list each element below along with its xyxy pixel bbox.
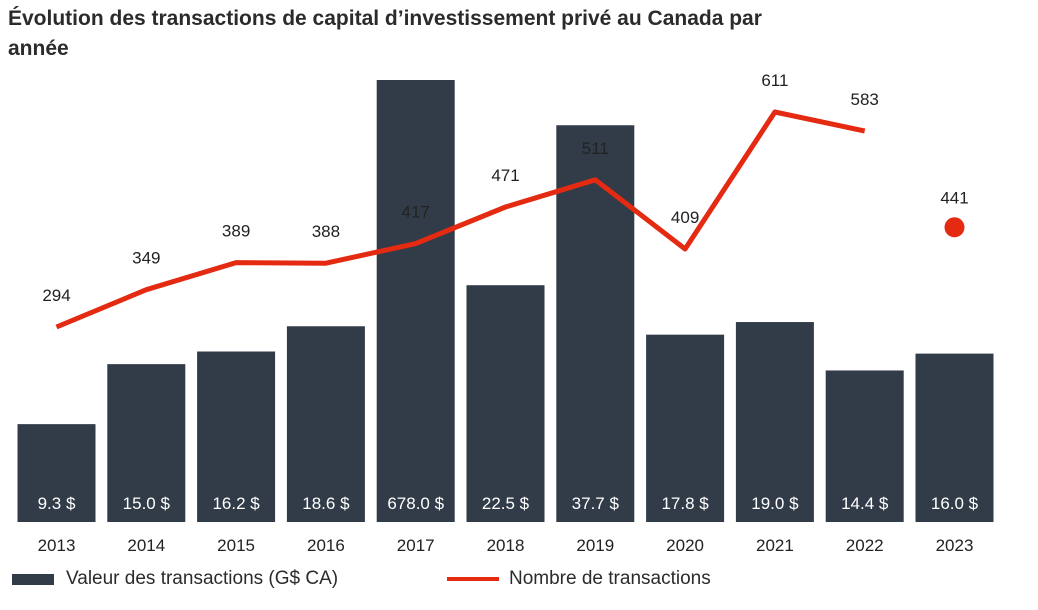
line-value-label-2018: 471 — [491, 166, 519, 185]
x-tick-2018: 2018 — [487, 536, 525, 555]
x-tick-2016: 2016 — [307, 536, 345, 555]
chart-title: Évolution des transactions de capital d’… — [8, 7, 762, 60]
bar-value-label-2013: 9.3 $ — [38, 494, 76, 513]
line-value-label-2017: 417 — [402, 203, 430, 222]
bar-2013 — [17, 424, 96, 522]
legend-item-bars: Valeur des transactions (G$ CA) — [12, 568, 338, 590]
x-tick-2014: 2014 — [127, 536, 165, 555]
bar-value-label-2015: 16.2 $ — [212, 494, 260, 513]
line-value-label-2015: 389 — [222, 222, 250, 241]
line-value-label-2022: 583 — [851, 90, 879, 109]
bar-value-label-2023: 16.0 $ — [931, 494, 979, 513]
bar-2017 — [376, 80, 455, 522]
x-tick-2019: 2019 — [576, 536, 614, 555]
legend-label-line: Nombre de transactions — [509, 568, 711, 589]
bar-2023 — [915, 353, 994, 522]
bars-layer: 9.3 $ 15.0 $ 16.2 $ 18.6 $ 678.0 $ 22.5 $ 37.7… — [17, 80, 994, 522]
bar-2020 — [646, 334, 725, 522]
line-layer: 294 349 389 388 417 471 511 409 611 583 441 — [42, 71, 969, 330]
line-series — [55, 109, 866, 330]
line-value-label-2014: 349 — [132, 249, 160, 268]
line-value-label-2020: 409 — [671, 208, 699, 227]
bar-2016 — [286, 326, 365, 522]
line-value-label-2019: 511 — [582, 139, 609, 158]
bar-value-label-2021: 19.0 $ — [751, 494, 799, 513]
bar-value-label-2016: 18.6 $ — [302, 494, 350, 513]
line-value-label-2023: 441 — [940, 188, 968, 207]
x-tick-2013: 2013 — [38, 536, 76, 555]
x-tick-2015: 2015 — [217, 536, 255, 555]
x-axis-ticks: 2013 2014 2015 2016 2017 2018 2019 2020 2021 2022… — [38, 536, 974, 555]
bar-value-label-2017: 678.0 $ — [387, 494, 444, 513]
bar-2015 — [197, 351, 276, 522]
bar-2014 — [107, 364, 186, 522]
bar-value-label-2020: 17.8 $ — [661, 494, 709, 513]
legend-swatch-line — [447, 577, 499, 581]
legend-swatch-bars — [12, 573, 54, 585]
legend-label-bars: Valeur des transactions (G$ CA) — [66, 568, 339, 589]
x-tick-2017: 2017 — [397, 536, 435, 555]
bar-value-label-2022: 14.4 $ — [841, 494, 889, 513]
line-value-label-2021: 611 — [761, 71, 788, 90]
x-tick-2021: 2021 — [756, 536, 794, 555]
bar-value-label-2019: 37.7 $ — [572, 494, 620, 513]
line-value-label-2013: 294 — [42, 286, 70, 305]
line-point-2023 — [944, 217, 965, 238]
bar-2021 — [735, 322, 814, 522]
bar-2022 — [825, 370, 904, 522]
bar-2018 — [466, 285, 545, 522]
bar-value-label-2018: 22.5 $ — [482, 494, 530, 513]
x-tick-2022: 2022 — [846, 536, 884, 555]
legend-item-line: Nombre de transactions — [447, 568, 711, 590]
x-tick-2023: 2023 — [936, 536, 974, 555]
line-value-label-2016: 388 — [312, 222, 340, 241]
bar-2019 — [556, 125, 635, 522]
x-tick-2020: 2020 — [666, 536, 704, 555]
bar-value-label-2014: 15.0 $ — [123, 494, 171, 513]
